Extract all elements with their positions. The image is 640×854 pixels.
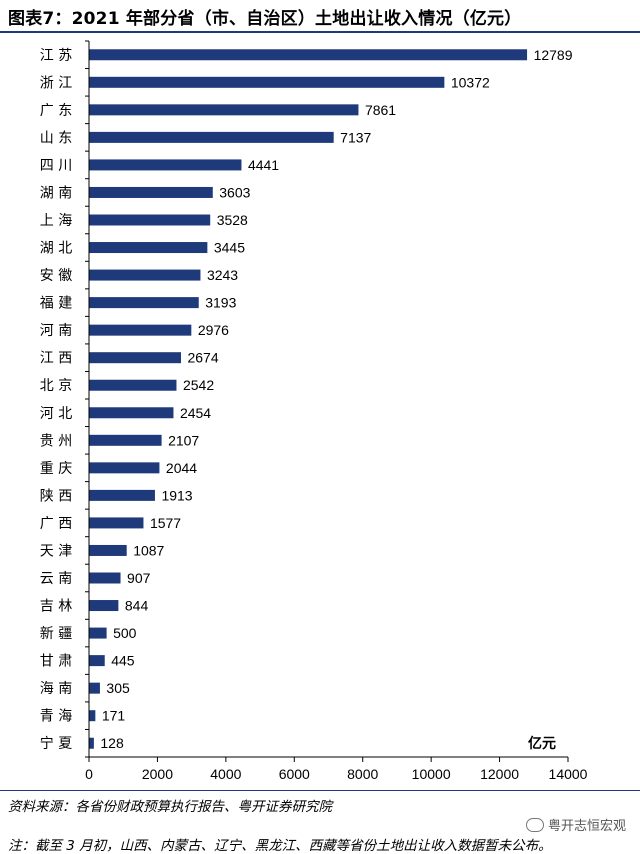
category-label: 湖 南 bbox=[40, 185, 72, 201]
category-label: 上 海 bbox=[40, 213, 72, 229]
bar-24 bbox=[89, 710, 96, 722]
x-tick-label: 0 bbox=[85, 766, 93, 782]
bar-chart: 江 苏 12789 浙 江 10372 广 东 7861 山 东 7137 四 川 4441 湖 南… bbox=[40, 40, 588, 782]
data-label: 4441 bbox=[248, 157, 279, 173]
category-label: 江 西 bbox=[40, 351, 72, 367]
category-label: 海 南 bbox=[40, 681, 72, 697]
data-label: 171 bbox=[102, 708, 126, 724]
bar-13 bbox=[89, 407, 174, 419]
bar-14 bbox=[89, 434, 162, 446]
bar-15 bbox=[89, 462, 160, 474]
bar-7 bbox=[89, 242, 208, 254]
bar-2 bbox=[89, 104, 359, 116]
data-label: 7137 bbox=[340, 129, 371, 145]
category-label: 新 疆 bbox=[40, 626, 72, 642]
data-label: 3243 bbox=[207, 267, 238, 283]
category-label: 广 东 bbox=[40, 103, 72, 119]
data-label: 445 bbox=[111, 653, 135, 669]
data-label: 3445 bbox=[214, 240, 245, 256]
category-label: 云 南 bbox=[40, 571, 72, 587]
bar-9 bbox=[89, 297, 199, 309]
bar-5 bbox=[89, 186, 213, 198]
category-label: 贵 州 bbox=[40, 433, 72, 449]
x-tick-label: 2000 bbox=[142, 766, 173, 782]
bar-20 bbox=[89, 600, 119, 612]
category-label: 吉 林 bbox=[40, 599, 72, 615]
category-label: 宁 夏 bbox=[40, 735, 72, 752]
bar-16 bbox=[89, 489, 155, 501]
data-label: 7861 bbox=[365, 102, 396, 118]
category-label: 广 西 bbox=[40, 516, 72, 532]
category-label: 河 北 bbox=[40, 406, 72, 422]
category-label: 河 南 bbox=[40, 323, 72, 339]
category-label: 湖 北 bbox=[40, 241, 72, 257]
x-tick-label: 10000 bbox=[412, 766, 451, 782]
bar-0 bbox=[89, 49, 528, 61]
data-label: 2044 bbox=[166, 460, 197, 476]
bar-17 bbox=[89, 517, 144, 529]
data-label: 1577 bbox=[150, 515, 181, 531]
x-tick-label: 14000 bbox=[549, 766, 588, 782]
bar-3 bbox=[89, 131, 334, 143]
data-label: 1913 bbox=[161, 487, 192, 503]
category-label: 青 海 bbox=[40, 709, 72, 725]
category-label: 四 川 bbox=[40, 158, 72, 174]
data-label: 1087 bbox=[133, 542, 164, 558]
category-label: 福 建 bbox=[40, 296, 72, 312]
bar-18 bbox=[89, 544, 127, 556]
category-label: 重 庆 bbox=[40, 461, 72, 477]
bar-10 bbox=[89, 324, 192, 336]
bar-8 bbox=[89, 269, 201, 281]
bar-19 bbox=[89, 572, 121, 584]
watermark-text: 粤开志恒宏观 bbox=[547, 819, 626, 834]
chart-title: 图表7：2021 年部分省（市、自治区）土地出让收入情况（亿元） bbox=[8, 9, 522, 29]
data-label: 844 bbox=[125, 598, 149, 614]
bar-22 bbox=[89, 655, 105, 667]
data-label: 907 bbox=[127, 570, 151, 586]
category-label: 山 东 bbox=[40, 130, 72, 146]
x-tick-label: 12000 bbox=[480, 766, 519, 782]
watermark: 粤开志恒宏观 bbox=[525, 815, 626, 834]
category-label: 安 徽 bbox=[40, 268, 72, 284]
bar-21 bbox=[89, 627, 107, 639]
bar-25 bbox=[89, 737, 94, 749]
data-label: 3603 bbox=[219, 184, 250, 200]
data-label: 10372 bbox=[451, 74, 490, 90]
category-label: 甘 肃 bbox=[40, 654, 72, 670]
data-label: 12789 bbox=[534, 47, 573, 63]
data-label: 2976 bbox=[198, 322, 229, 338]
category-label: 北 京 bbox=[40, 378, 72, 394]
bar-11 bbox=[89, 352, 181, 364]
bar-23 bbox=[89, 682, 100, 694]
category-label: 江 苏 bbox=[40, 48, 72, 64]
bar-1 bbox=[89, 76, 445, 88]
bar-4 bbox=[89, 159, 242, 171]
data-label: 500 bbox=[113, 625, 137, 641]
footer-divider bbox=[0, 790, 640, 791]
data-label: 2454 bbox=[180, 405, 211, 421]
bar-12 bbox=[89, 379, 177, 391]
x-tick-label: 8000 bbox=[347, 766, 378, 782]
data-label: 2674 bbox=[187, 350, 218, 366]
data-label: 3528 bbox=[217, 212, 248, 228]
title-divider bbox=[0, 31, 640, 33]
data-label: 3193 bbox=[205, 295, 236, 311]
data-label: 305 bbox=[106, 680, 130, 696]
x-tick-label: 6000 bbox=[279, 766, 310, 782]
wechat-icon bbox=[525, 817, 544, 832]
bar-6 bbox=[89, 214, 211, 226]
data-label: 2107 bbox=[168, 432, 199, 448]
category-label: 陕 西 bbox=[40, 488, 72, 504]
category-label: 浙 江 bbox=[40, 75, 72, 91]
data-label: 128 bbox=[100, 735, 124, 751]
x-tick-label: 4000 bbox=[210, 766, 241, 782]
source-text: 资料来源：各省份财政预算执行报告、粤开证券研究院 bbox=[8, 799, 332, 815]
data-label: 2542 bbox=[183, 377, 214, 393]
note-text: 注：截至 3 月初，山西、内蒙古、辽宁、黑龙江、西藏等省份土地出让收入数据暂未公… bbox=[8, 838, 552, 854]
unit-label: 亿元 bbox=[528, 735, 556, 752]
category-label: 天 津 bbox=[40, 543, 72, 559]
